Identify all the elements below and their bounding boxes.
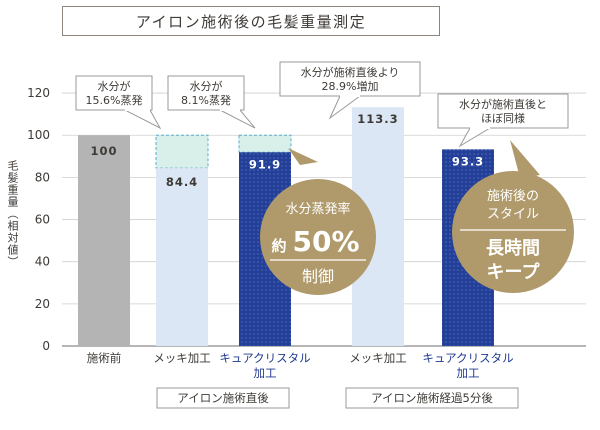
bar-value-label: 100 <box>90 144 117 158</box>
y-tick-label: 40 <box>35 255 50 269</box>
evaporated-region <box>238 134 292 153</box>
y-tick-label: 0 <box>42 339 50 353</box>
badge-text: 水分蒸発率 <box>285 201 350 217</box>
group-label-box <box>345 387 519 409</box>
badge-circle <box>260 179 376 295</box>
x-category-label: 加工 <box>254 366 277 380</box>
y-axis-label: 毛髪重量（相対値） <box>6 160 19 268</box>
y-tick-label: 60 <box>35 213 50 227</box>
callout-text: 15.6%蒸発 <box>86 93 143 107</box>
evaporated-region <box>155 134 209 169</box>
callout-box <box>75 75 153 111</box>
bar-value-label: 91.9 <box>249 157 281 171</box>
x-category-label: メッキ加工 <box>349 351 407 365</box>
badge-pointer <box>288 148 318 165</box>
bar-value-label: 84.4 <box>166 175 198 189</box>
callout-box <box>167 75 245 111</box>
x-category-label: キュアクリスタル <box>219 351 310 365</box>
callout-text: 水分が <box>190 79 223 93</box>
y-tick-label: 20 <box>35 297 50 311</box>
callout-pointer <box>124 109 162 130</box>
badge-text: 施術後の <box>487 189 539 204</box>
y-tick-label: 100 <box>27 128 50 142</box>
callout-box <box>437 93 569 129</box>
x-category-label: キュアクリスタル <box>422 351 513 365</box>
callout-pointer <box>458 127 492 148</box>
group-label: アイロン施術直後 <box>177 391 269 405</box>
bar <box>156 168 208 346</box>
bar-value-label: 113.3 <box>357 112 398 126</box>
bar <box>78 135 130 346</box>
group-label: アイロン施術経過5分後 <box>371 391 493 405</box>
x-category-label: 施術前 <box>87 351 122 365</box>
callout-box <box>279 61 421 97</box>
chart-title: アイロン施術後の毛髪重量測定 <box>62 6 440 36</box>
badge-pointer <box>510 140 540 178</box>
callout-text: 8.1%蒸発 <box>181 93 231 107</box>
callout-text: 水分が <box>98 79 131 93</box>
x-category-label: 加工 <box>457 366 480 380</box>
callout-text: 28.9%増加 <box>322 80 379 93</box>
callout-text: 水分が施術直後と <box>459 97 547 111</box>
y-tick-label: 120 <box>27 86 50 100</box>
callout-text: 水分が施術直後より <box>301 65 400 79</box>
badge-number: 50% <box>292 225 359 258</box>
callout-text: ほぼ同様 <box>481 111 525 125</box>
badge-text: 制御 <box>302 267 334 286</box>
badge-text: 長時間 <box>486 238 540 259</box>
badge-circle <box>452 171 574 293</box>
badge-text: スタイル <box>487 207 539 222</box>
badge-text: 約 <box>271 237 286 255</box>
y-tick-label: 80 <box>35 170 50 184</box>
badge-text: キープ <box>487 261 541 283</box>
bar-value-label: 93.3 <box>452 154 484 168</box>
group-label-box <box>156 387 290 409</box>
callout-pointer <box>219 109 256 129</box>
x-category-label: メッキ加工 <box>153 351 211 365</box>
